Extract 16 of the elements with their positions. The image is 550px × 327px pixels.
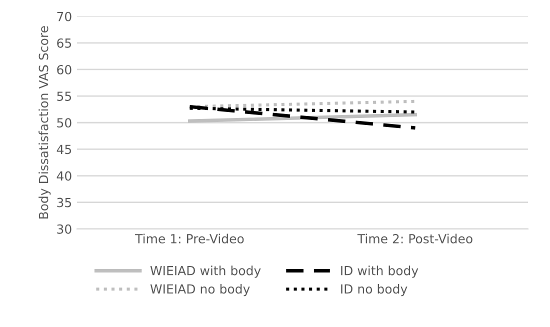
x-tick-label: Time 1: Pre-Video: [135, 234, 244, 244]
y-tick-label: 50: [57, 118, 72, 128]
legend-label: ID with body: [341, 266, 418, 278]
y-tick-label: 45: [56, 144, 72, 154]
y-tick-label: 60: [57, 64, 72, 74]
y-tick-label: 35: [57, 198, 72, 208]
y-tick-label: 55: [57, 92, 72, 101]
legend-label: WIEIAD no body: [150, 284, 250, 296]
legend-label: WIEIAD with body: [150, 266, 261, 278]
legend-label: ID no body: [341, 284, 408, 296]
y-tick-label: 40: [56, 171, 72, 181]
y-axis-title: Body Dissatisfaction VAS Score: [38, 26, 51, 219]
y-tick-label: 65: [57, 38, 72, 48]
y-tick-label: 30: [57, 224, 72, 234]
x-tick-label: Time 2: Post-Video: [357, 234, 472, 244]
y-tick-label: 70: [57, 12, 72, 22]
